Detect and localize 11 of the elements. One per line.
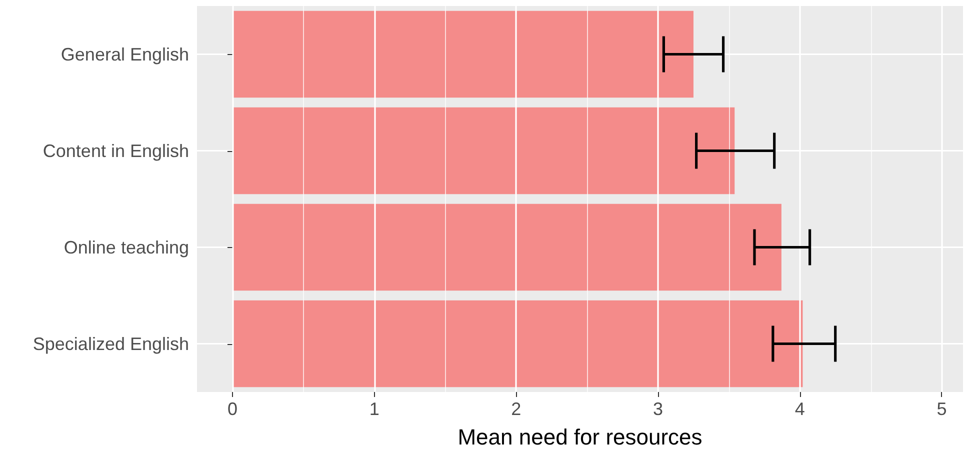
x-tick-label: 4 bbox=[794, 399, 805, 419]
x-tick-label: 0 bbox=[227, 399, 238, 419]
y-tick-label: General English bbox=[60, 44, 189, 64]
x-axis-title: Mean need for resources bbox=[458, 424, 702, 450]
y-tick-label: Specialized English bbox=[32, 334, 189, 354]
x-tick-label: 2 bbox=[511, 399, 522, 419]
y-tick-label: Online teaching bbox=[64, 237, 189, 258]
y-tick-label: Content in English bbox=[42, 140, 189, 161]
x-tick-label: 1 bbox=[369, 399, 380, 419]
x-tick-label: 3 bbox=[653, 399, 664, 419]
x-tick-label: 5 bbox=[936, 399, 947, 419]
